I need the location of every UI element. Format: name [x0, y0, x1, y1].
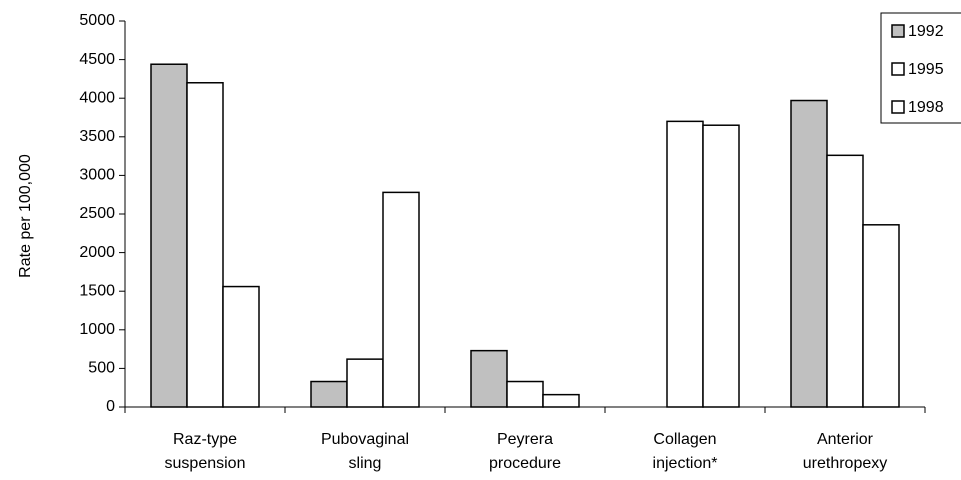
- bars: [151, 64, 899, 407]
- x-category-label: Anterior urethropexy: [803, 431, 888, 472]
- bar-1995-3: [667, 121, 703, 407]
- bar-1995-1: [347, 359, 383, 407]
- y-tick-label: 500: [88, 360, 115, 377]
- x-category-label: Pubovaginal sling: [321, 431, 409, 472]
- bar-1995-0: [187, 83, 223, 407]
- bar-1992-1: [311, 382, 347, 407]
- y-axis-title: Rate per 100,000: [17, 154, 34, 278]
- y-axis-ticks: 0 500 1000 1500 2000 2500 3000 3500 4000 4500 5000: [79, 12, 125, 415]
- bar-1992-2: [471, 351, 507, 407]
- x-category-label: Raz-type suspension: [165, 431, 246, 472]
- legend-label-1992: 1992: [908, 23, 944, 40]
- legend-label-1995: 1995: [908, 61, 944, 78]
- y-tick-label: 3500: [79, 128, 115, 145]
- y-tick-label: 4500: [79, 51, 115, 68]
- bar-1992-4: [791, 101, 827, 407]
- bar-1995-2: [507, 382, 543, 407]
- legend-label-1998: 1998: [908, 99, 944, 116]
- bar-1995-4: [827, 155, 863, 407]
- y-tick-label: 1000: [79, 321, 115, 338]
- x-category-label: Peyrera procedure: [489, 431, 561, 472]
- y-tick-label: 2000: [79, 244, 115, 261]
- legend-swatch-1992: [892, 25, 904, 37]
- bar-1998-0: [223, 287, 259, 407]
- bar-1998-2: [543, 395, 579, 407]
- bar-1998-3: [703, 125, 739, 407]
- y-tick-label: 3000: [79, 167, 115, 184]
- legend: 1992 1995 1998: [881, 13, 961, 123]
- x-axis-labels: Raz-type suspension Pubovaginal sling Peyrer…: [165, 431, 888, 472]
- y-tick-label: 4000: [79, 89, 115, 106]
- y-tick-label: 0: [106, 398, 115, 415]
- bar-1998-1: [383, 192, 419, 407]
- x-category-label: Collagen injection*: [653, 431, 718, 472]
- legend-swatch-1998: [892, 101, 904, 113]
- bar-1998-4: [863, 225, 899, 407]
- bar-1992-0: [151, 64, 187, 407]
- y-tick-label: 5000: [79, 12, 115, 29]
- y-tick-label: 1500: [79, 282, 115, 299]
- legend-swatch-1995: [892, 63, 904, 75]
- y-tick-label: 2500: [79, 205, 115, 222]
